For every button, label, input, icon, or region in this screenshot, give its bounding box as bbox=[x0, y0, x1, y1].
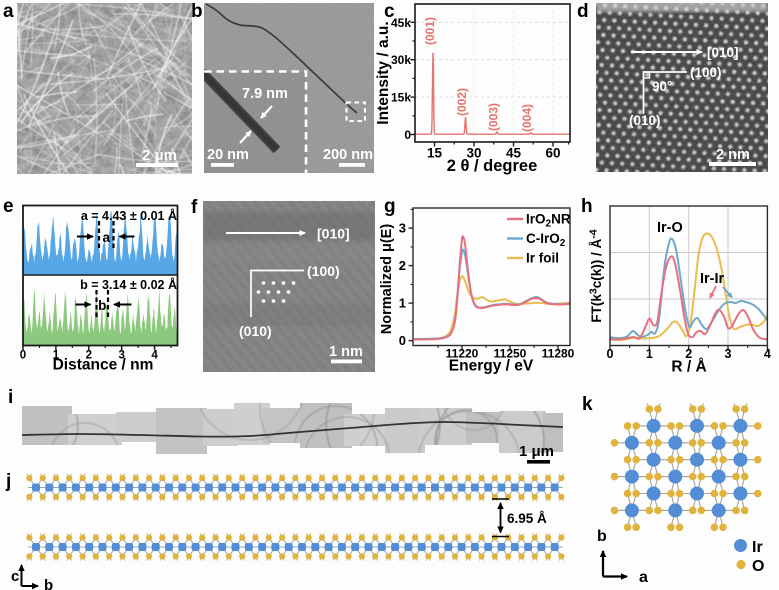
svg-text:2: 2 bbox=[86, 350, 92, 362]
svg-text:b: b bbox=[44, 577, 53, 590]
svg-text:(010): (010) bbox=[239, 323, 272, 339]
svg-text:(002): (002) bbox=[455, 88, 469, 116]
svg-text:Ir-Ir: Ir-Ir bbox=[700, 271, 725, 287]
svg-text:3: 3 bbox=[118, 350, 124, 362]
svg-text:b: b bbox=[597, 528, 607, 545]
svg-text:R / Å: R / Å bbox=[671, 359, 706, 376]
svg-text:15: 15 bbox=[427, 146, 443, 161]
svg-text:c: c bbox=[384, 1, 395, 22]
svg-text:b: b bbox=[98, 298, 106, 313]
svg-text:h: h bbox=[581, 196, 593, 217]
svg-text:(100): (100) bbox=[690, 65, 722, 80]
svg-text:IrO2NR: IrO2NR bbox=[526, 212, 571, 230]
svg-text:Ir: Ir bbox=[752, 539, 763, 556]
svg-text:2 nm: 2 nm bbox=[716, 147, 750, 163]
svg-text:j: j bbox=[5, 471, 11, 492]
svg-text:2 μm: 2 μm bbox=[142, 147, 177, 164]
svg-text:FT(k3c(k)) / Å-4: FT(k3c(k)) / Å-4 bbox=[588, 229, 605, 322]
svg-text:45: 45 bbox=[506, 146, 522, 161]
svg-text:15k: 15k bbox=[391, 91, 411, 105]
svg-text:20 nm: 20 nm bbox=[207, 147, 249, 163]
svg-text:2 θ / degree: 2 θ / degree bbox=[447, 157, 538, 175]
svg-text:2: 2 bbox=[685, 347, 692, 361]
svg-text:Ir foil: Ir foil bbox=[526, 251, 559, 266]
svg-text:2: 2 bbox=[399, 258, 406, 273]
svg-text:6.95 Å: 6.95 Å bbox=[507, 511, 547, 526]
svg-text:c: c bbox=[11, 568, 19, 585]
svg-text:0: 0 bbox=[404, 128, 411, 142]
svg-text:90°: 90° bbox=[652, 79, 672, 94]
svg-text:(010): (010) bbox=[629, 113, 661, 128]
svg-text:k: k bbox=[582, 394, 593, 415]
svg-text:11220: 11220 bbox=[446, 347, 479, 361]
svg-text:Ir-O: Ir-O bbox=[657, 220, 683, 236]
svg-text:a: a bbox=[3, 1, 14, 22]
svg-text:1 μm: 1 μm bbox=[519, 443, 554, 460]
svg-text:Normalized μ(E): Normalized μ(E) bbox=[379, 224, 395, 335]
svg-text:0: 0 bbox=[399, 333, 406, 348]
svg-text:4: 4 bbox=[151, 350, 158, 362]
svg-text:O: O bbox=[752, 558, 764, 575]
svg-text:30k: 30k bbox=[391, 53, 411, 67]
svg-text:0: 0 bbox=[607, 347, 614, 361]
svg-text:(001): (001) bbox=[423, 17, 437, 45]
svg-text:3: 3 bbox=[399, 221, 406, 236]
svg-text:45k: 45k bbox=[391, 16, 411, 30]
svg-text:Distance / nm: Distance / nm bbox=[53, 357, 154, 374]
svg-text:Energy / eV: Energy / eV bbox=[449, 358, 534, 375]
svg-text:a = 4.43 ± 0.01 Å: a = 4.43 ± 0.01 Å bbox=[81, 208, 177, 223]
svg-text:e: e bbox=[3, 196, 14, 217]
svg-text:(004): (004) bbox=[520, 104, 534, 132]
svg-text:11250: 11250 bbox=[494, 347, 527, 361]
svg-text:200 nm: 200 nm bbox=[323, 147, 373, 163]
svg-text:4: 4 bbox=[764, 347, 771, 361]
svg-text:1 nm: 1 nm bbox=[329, 344, 363, 360]
svg-text:0: 0 bbox=[20, 350, 26, 362]
svg-text:3: 3 bbox=[725, 347, 732, 361]
svg-text:C-IrO2: C-IrO2 bbox=[526, 231, 566, 249]
svg-text:d: d bbox=[577, 1, 589, 22]
svg-text:1: 1 bbox=[399, 296, 406, 311]
svg-text:b: b bbox=[191, 1, 203, 22]
svg-text:(003): (003) bbox=[486, 103, 500, 131]
svg-text:Intensity / a.u.: Intensity / a.u. bbox=[375, 21, 392, 124]
svg-text:[010]: [010] bbox=[707, 45, 739, 60]
svg-text:f: f bbox=[191, 197, 198, 218]
svg-text:i: i bbox=[8, 387, 13, 408]
svg-text:b = 3.14 ± 0.02 Å: b = 3.14 ± 0.02 Å bbox=[80, 277, 177, 292]
svg-text:a: a bbox=[103, 230, 111, 245]
svg-text:7.9 nm: 7.9 nm bbox=[242, 86, 288, 102]
svg-text:[010]: [010] bbox=[317, 226, 350, 242]
svg-text:a: a bbox=[639, 569, 648, 586]
svg-text:60: 60 bbox=[545, 146, 560, 161]
svg-text:11280: 11280 bbox=[542, 347, 575, 361]
svg-text:1: 1 bbox=[53, 350, 60, 362]
svg-text:30: 30 bbox=[466, 146, 481, 161]
svg-text:1: 1 bbox=[646, 347, 653, 361]
svg-text:g: g bbox=[384, 196, 396, 217]
svg-text:(100): (100) bbox=[307, 263, 340, 279]
